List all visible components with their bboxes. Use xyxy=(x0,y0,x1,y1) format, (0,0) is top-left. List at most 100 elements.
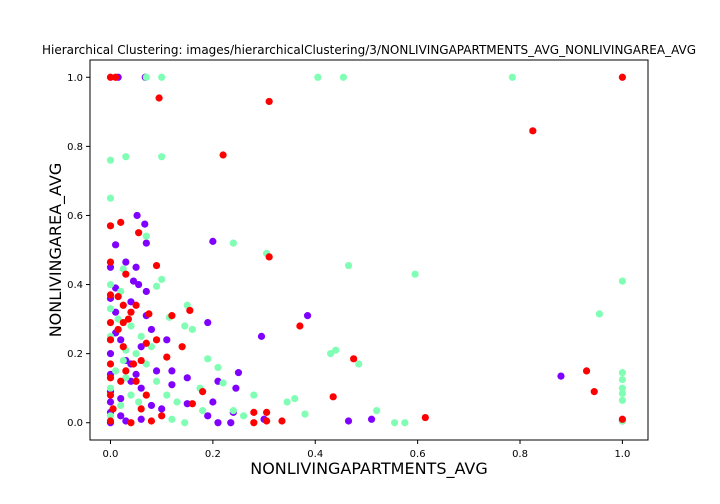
point-series-2-41 xyxy=(188,400,196,408)
point-series-1-63 xyxy=(163,391,171,399)
point-series-0-36 xyxy=(232,384,240,392)
plot-frame xyxy=(89,59,649,441)
point-series-2-39 xyxy=(329,393,337,401)
point-series-0-44 xyxy=(137,415,145,423)
point-series-2-5 xyxy=(529,127,537,135)
point-series-1-27 xyxy=(327,350,335,358)
point-series-2-32 xyxy=(106,360,115,368)
point-series-2-54 xyxy=(132,377,140,385)
point-series-2-45 xyxy=(263,408,271,416)
point-series-0-34 xyxy=(137,384,145,392)
point-series-0-20 xyxy=(257,332,266,340)
point-series-0-29 xyxy=(168,367,176,375)
point-series-1-45 xyxy=(373,407,381,415)
point-series-2-28 xyxy=(119,343,127,351)
point-series-2-50 xyxy=(618,415,627,423)
point-series-1-55 xyxy=(132,350,140,358)
point-series-2-37 xyxy=(590,388,598,396)
point-series-0-22 xyxy=(117,336,125,344)
point-series-2-40 xyxy=(142,391,150,399)
x-tick-label: 0.8 xyxy=(512,449,528,460)
point-series-2-4 xyxy=(265,97,273,106)
point-series-2-21 xyxy=(186,306,194,315)
point-series-0-16 xyxy=(112,308,120,316)
point-series-1-23 xyxy=(127,322,135,330)
y-tick-label: 1.0 xyxy=(67,73,83,84)
point-series-0-33 xyxy=(168,381,176,389)
point-series-0-40 xyxy=(158,405,166,413)
point-series-1-2 xyxy=(314,73,322,81)
point-series-0-46 xyxy=(214,419,222,427)
point-series-2-46 xyxy=(421,413,429,422)
point-series-1-39 xyxy=(291,394,299,403)
point-series-1-15 xyxy=(158,275,166,283)
point-series-2-16 xyxy=(119,301,127,309)
point-series-1-34 xyxy=(219,379,227,387)
point-series-1-58 xyxy=(117,401,125,410)
point-series-0-13 xyxy=(142,287,150,296)
y-axis-label: NONLIVINGAREA_AVG xyxy=(46,163,66,338)
x-tick-label: 0.4 xyxy=(307,449,323,460)
point-series-2-10 xyxy=(106,258,115,266)
point-series-2-27 xyxy=(178,343,186,351)
point-series-1-67 xyxy=(114,315,122,323)
point-series-0-6 xyxy=(209,237,217,245)
point-series-2-13 xyxy=(122,270,130,278)
y-tick-label: 0.2 xyxy=(67,349,83,360)
point-series-0-14 xyxy=(127,298,135,306)
point-series-1-26 xyxy=(332,346,340,354)
point-series-2-60 xyxy=(129,360,138,368)
point-series-2-42 xyxy=(137,405,145,413)
point-series-1-10 xyxy=(229,239,237,247)
point-series-0-21 xyxy=(163,336,171,344)
point-series-2-2 xyxy=(618,73,627,81)
point-series-1-18 xyxy=(106,280,115,289)
point-series-0-56 xyxy=(106,398,115,406)
point-series-0-9 xyxy=(106,263,115,271)
point-series-1-33 xyxy=(618,375,627,384)
point-series-2-34 xyxy=(582,367,591,375)
point-series-1-50 xyxy=(401,419,409,427)
point-series-2-30 xyxy=(350,355,358,363)
point-series-2-20 xyxy=(145,310,153,318)
point-series-2-56 xyxy=(124,315,132,323)
point-series-2-35 xyxy=(106,374,115,382)
point-series-0-47 xyxy=(227,419,235,427)
point-series-1-37 xyxy=(250,391,258,399)
point-series-0-10 xyxy=(129,277,138,285)
point-series-0-7 xyxy=(122,258,130,266)
point-series-1-43 xyxy=(229,407,237,415)
point-series-2-15 xyxy=(114,293,122,301)
point-series-0-60 xyxy=(132,370,140,378)
point-series-2-6 xyxy=(219,151,227,159)
point-series-1-25 xyxy=(188,325,196,334)
points-layer xyxy=(106,73,627,427)
point-series-0-5 xyxy=(112,241,120,249)
point-series-0-50 xyxy=(367,415,376,423)
point-series-0-23 xyxy=(137,343,145,351)
point-series-1-53 xyxy=(112,367,120,375)
point-series-1-57 xyxy=(152,377,161,385)
point-series-1-35 xyxy=(618,384,627,392)
point-series-2-29 xyxy=(163,353,171,361)
point-series-2-57 xyxy=(142,339,150,347)
point-series-0-3 xyxy=(141,220,149,228)
point-series-0-28 xyxy=(234,369,243,377)
point-series-1-42 xyxy=(199,407,207,415)
point-series-1-62 xyxy=(147,343,156,351)
chart-title: Hierarchical Clustering: images/hierarch… xyxy=(42,43,696,57)
y-tick-label: 0.4 xyxy=(67,280,83,291)
point-series-0-45 xyxy=(204,412,212,420)
point-series-1-1 xyxy=(158,73,166,81)
point-series-1-17 xyxy=(152,282,161,290)
point-series-1-7 xyxy=(106,156,115,164)
point-series-2-31 xyxy=(137,356,145,365)
point-series-2-33 xyxy=(122,367,130,375)
point-series-1-12 xyxy=(344,261,353,270)
point-series-0-12 xyxy=(112,284,120,292)
point-series-0-30 xyxy=(127,377,135,385)
point-series-2-48 xyxy=(250,419,258,427)
point-series-0-51 xyxy=(557,372,565,380)
point-series-1-0 xyxy=(142,73,150,81)
